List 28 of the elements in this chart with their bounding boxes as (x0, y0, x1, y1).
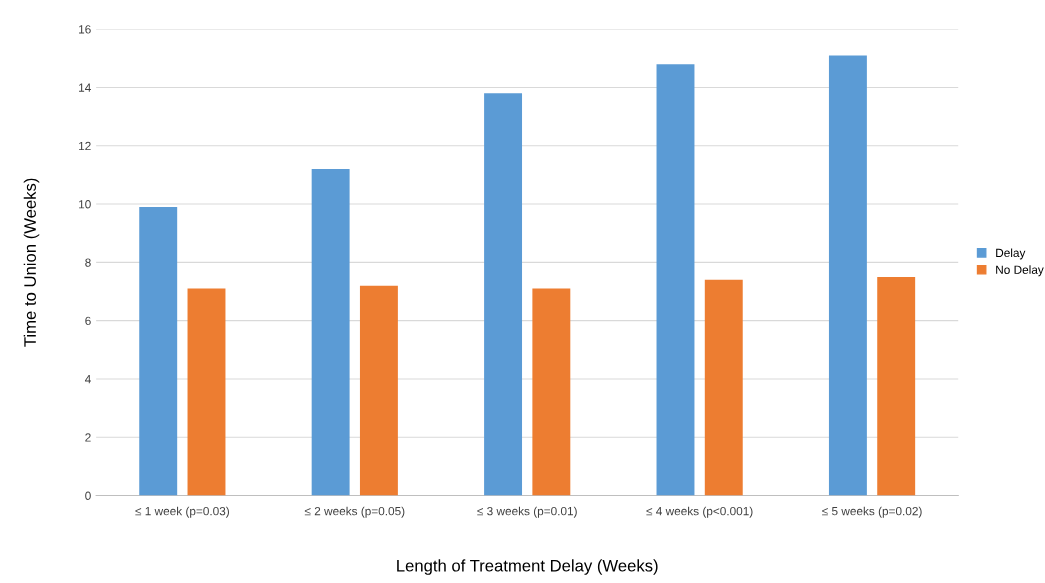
y-axis-title: Time to Union (Weeks) (23, 178, 40, 347)
bar (359, 285, 398, 496)
x-tick-label: ≤ 3 weeks (p=0.01) (477, 506, 577, 518)
bar (656, 64, 695, 496)
bar (187, 288, 226, 496)
y-tick-label: 6 (85, 316, 91, 326)
bar (704, 279, 743, 496)
y-tick-label: 10 (79, 200, 91, 209)
y-tick-label: 8 (85, 258, 91, 267)
y-tick-label: 0 (85, 491, 91, 500)
y-tick-label: 2 (85, 433, 91, 442)
y-tick-label: 16 (79, 25, 91, 34)
legend-label: No Delay (996, 265, 1044, 277)
x-tick-label: ≤ 5 weeks (p=0.02) (822, 506, 922, 518)
bar (484, 93, 523, 496)
x-tick-label: ≤ 4 weeks (p<0.001) (646, 506, 753, 518)
bar (828, 55, 867, 496)
x-tick-label: ≤ 1 week (p=0.03) (135, 506, 229, 518)
bar (532, 288, 571, 496)
y-tick-label: 12 (79, 141, 91, 151)
y-tick-label: 14 (79, 83, 91, 92)
legend-label: Delay (996, 248, 1026, 260)
x-tick-label: ≤ 2 weeks (p=0.05) (304, 506, 405, 518)
bar (139, 206, 178, 496)
x-axis-title: Length of Treatment Delay (Weeks) (397, 559, 658, 575)
bar (311, 169, 350, 496)
y-tick-label: 4 (84, 375, 91, 384)
bar (877, 276, 916, 496)
